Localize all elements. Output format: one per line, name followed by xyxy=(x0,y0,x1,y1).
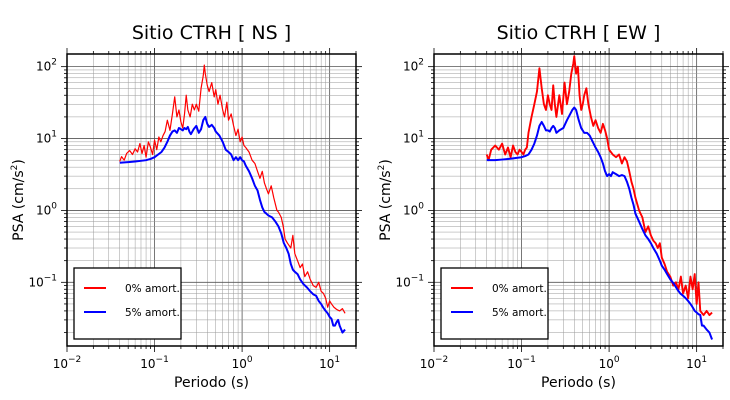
x-tick-exponent: −2 xyxy=(435,355,448,365)
x-tick-exponent: 0 xyxy=(247,355,253,365)
y-tick-exponent: 2 xyxy=(418,58,424,68)
y-tick-label: 10−1 xyxy=(28,273,57,289)
y-tick-exponent: 1 xyxy=(51,130,57,140)
x-tick-base: 10 xyxy=(507,357,522,371)
y-tick-base: 10 xyxy=(403,132,418,146)
x-tick-exponent: −1 xyxy=(156,355,169,365)
y-tick-base: 10 xyxy=(36,132,51,146)
y-tick-exponent: 0 xyxy=(418,201,424,211)
legend-box xyxy=(73,267,182,340)
chart-ns-panel: Sitio CTRH [ NS ]Periodo (s)PSA (cm/s2)1… xyxy=(10,22,362,391)
y-tick-exponent: 0 xyxy=(51,201,57,211)
x-tick-base: 10 xyxy=(53,357,68,371)
legend-ns: 0% amort. 5% amort. xyxy=(73,267,182,340)
x-tick-label: 10−1 xyxy=(507,355,536,371)
y-tick-label: 100 xyxy=(403,201,424,217)
chart-title-ew: Sitio CTRH [ EW ] xyxy=(497,22,661,44)
x-tick-base: 10 xyxy=(232,357,247,371)
x-tick-base: 10 xyxy=(599,357,614,371)
y-axis-label-sup: 2 xyxy=(377,165,387,171)
x-tick-label: 101 xyxy=(686,355,707,371)
y-axis-label-ew: PSA (cm/s2) xyxy=(377,159,394,241)
x-tick-label: 100 xyxy=(232,355,253,371)
y-tick-base: 10 xyxy=(395,275,410,289)
y-tick-exponent: −1 xyxy=(44,273,57,283)
x-tick-base: 10 xyxy=(686,357,701,371)
x-tick-label: 10−2 xyxy=(53,355,82,371)
y-axis-label-main: PSA (cm/s xyxy=(11,170,27,240)
y-tick-base: 10 xyxy=(403,60,418,74)
legend-box xyxy=(440,267,549,340)
plot-frame-ns xyxy=(66,53,357,347)
x-tick-exponent: −2 xyxy=(68,355,81,365)
x-axis-label-ew: Periodo (s) xyxy=(541,375,616,391)
x-tick-exponent: 0 xyxy=(614,355,620,365)
y-tick-label: 101 xyxy=(36,130,57,146)
legend-label-0pct: 0% amort. xyxy=(125,283,180,295)
y-tick-label: 101 xyxy=(403,130,424,146)
legend-label-5pct: 5% amort. xyxy=(125,307,180,319)
legend-label-5pct: 5% amort. xyxy=(492,307,547,319)
y-axis-label-end: ) xyxy=(378,159,394,164)
y-tick-label: 10−1 xyxy=(395,273,424,289)
y-tick-exponent: 2 xyxy=(51,58,57,68)
x-tick-base: 10 xyxy=(420,357,435,371)
y-tick-base: 10 xyxy=(28,275,43,289)
chart-ew-panel: Sitio CTRH [ EW ]Periodo (s)PSA (cm/s2)1… xyxy=(377,22,729,391)
grid-ew xyxy=(433,54,724,346)
x-tick-exponent: −1 xyxy=(523,355,536,365)
legend-label-0pct: 0% amort. xyxy=(492,283,547,295)
y-tick-label: 100 xyxy=(36,201,57,217)
y-tick-exponent: 1 xyxy=(418,130,424,140)
legend-ew: 0% amort. 5% amort. xyxy=(440,267,549,340)
grid-ns xyxy=(66,54,357,346)
y-tick-label: 102 xyxy=(403,58,424,74)
x-tick-label: 101 xyxy=(319,355,340,371)
x-tick-label: 100 xyxy=(599,355,620,371)
y-tick-exponent: −1 xyxy=(411,273,424,283)
y-axis-label-end: ) xyxy=(11,159,27,164)
y-tick-base: 10 xyxy=(36,203,51,217)
x-axis-label-ns: Periodo (s) xyxy=(174,375,249,391)
x-tick-exponent: 1 xyxy=(334,355,340,365)
y-axis-label-sup: 2 xyxy=(10,165,20,171)
chart-title-ns: Sitio CTRH [ NS ] xyxy=(132,22,291,44)
series-line-5pct-ew xyxy=(486,106,713,340)
x-tick-label: 10−1 xyxy=(140,355,169,371)
series-line-0pct-ns xyxy=(119,64,346,314)
x-tick-exponent: 1 xyxy=(701,355,707,365)
y-tick-base: 10 xyxy=(403,203,418,217)
y-axis-label-main: PSA (cm/s xyxy=(378,170,394,240)
x-tick-base: 10 xyxy=(140,357,155,371)
series-line-5pct-ns xyxy=(119,115,346,334)
y-axis-label-ns: PSA (cm/s2) xyxy=(10,159,27,241)
plot-frame-ew xyxy=(433,53,724,347)
y-tick-base: 10 xyxy=(36,60,51,74)
x-tick-base: 10 xyxy=(319,357,334,371)
y-tick-label: 102 xyxy=(36,58,57,74)
x-tick-label: 10−2 xyxy=(420,355,449,371)
